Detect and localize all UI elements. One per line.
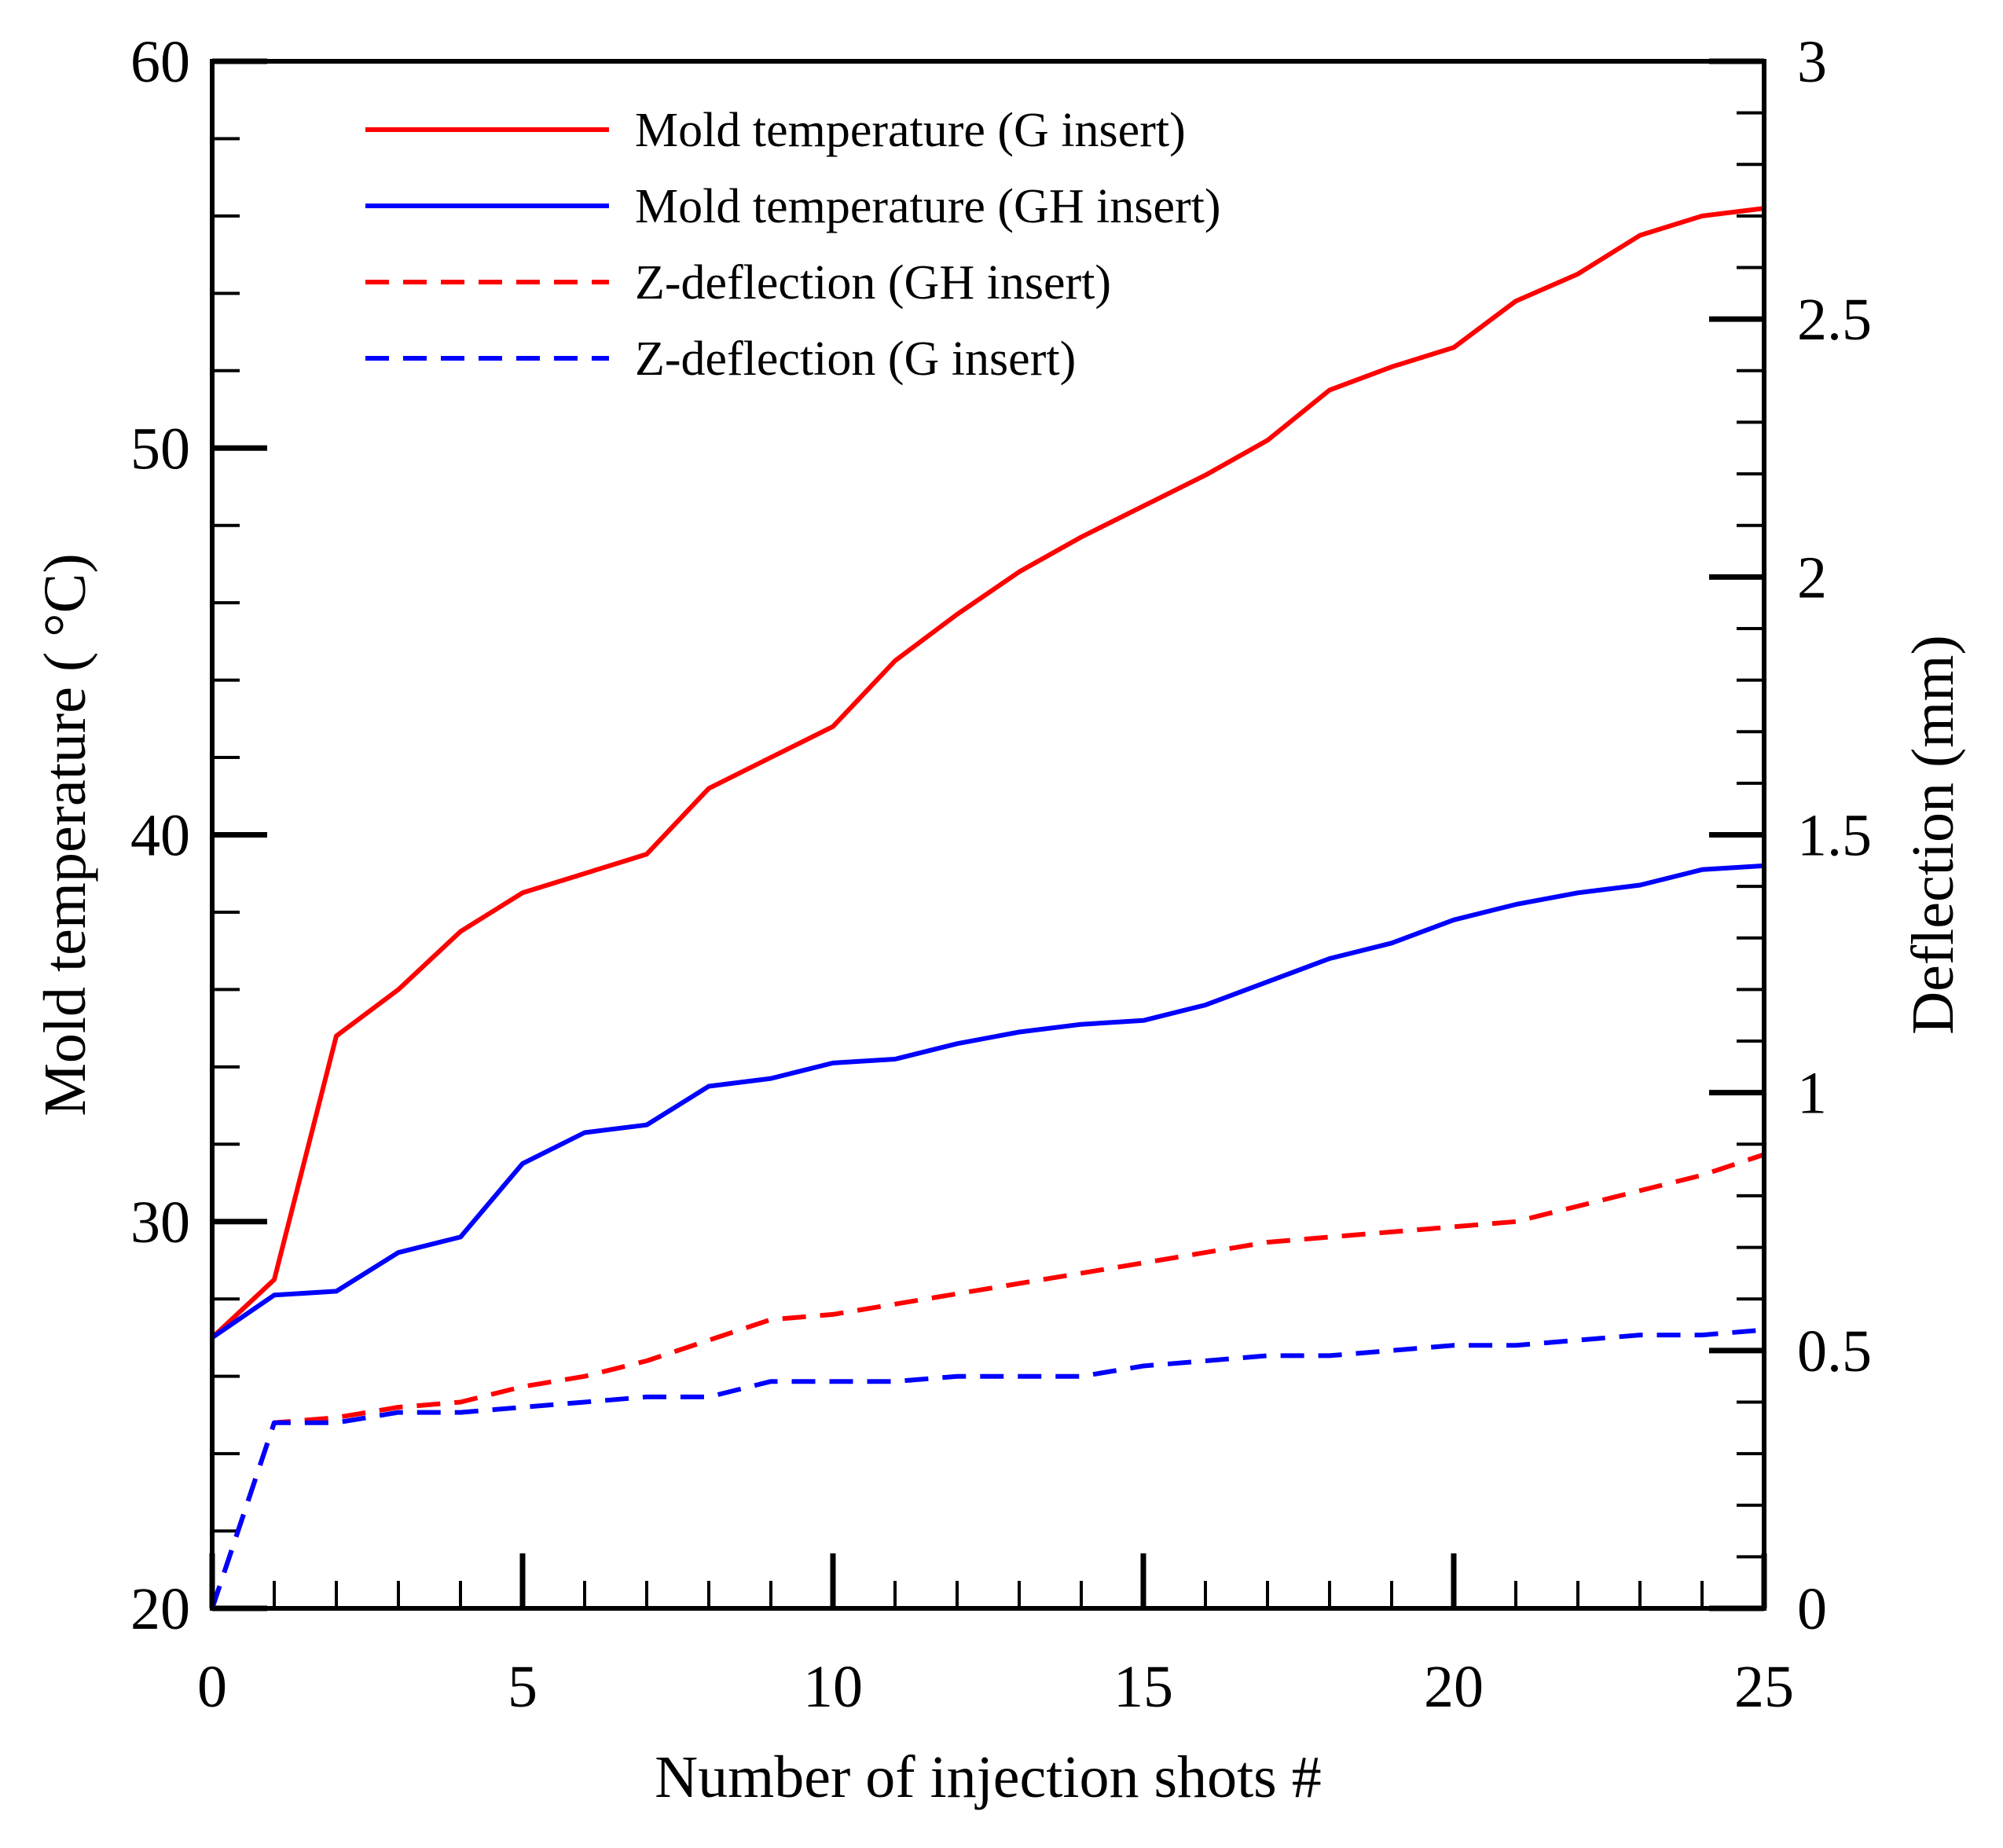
y-right-tick-label: 2.5 (1797, 287, 1872, 353)
y-right-tick-label: 0 (1797, 1576, 1827, 1642)
y-left-tick-label: 60 (130, 29, 190, 95)
y-right-tick-label: 2 (1797, 544, 1827, 610)
minor-ticks (212, 111, 1764, 1608)
y-axis-left-title: Mold temperature ( °C) (32, 553, 98, 1116)
legend: Mold temperature (G insert) Mold temperat… (365, 104, 1220, 386)
legend-label-4: Z-deflection (G insert) (635, 332, 1076, 386)
plot-frame (210, 59, 1766, 1611)
legend-label-1: Mold temperature (G insert) (635, 104, 1186, 157)
series-lines (210, 206, 1765, 1609)
y-right-tick-label: 0.5 (1797, 1318, 1872, 1384)
series-line-2 (211, 863, 1765, 1340)
series-line-3 (210, 1152, 1765, 1609)
y-right-tick-label: 1.5 (1797, 803, 1872, 869)
y-left-tick-label: 50 (130, 416, 190, 482)
y-right-tick-label: 1 (1797, 1061, 1827, 1127)
legend-label-2: Mold temperature (GH insert) (635, 180, 1220, 233)
y-right-tick-label: 3 (1797, 29, 1827, 95)
x-tick-label: 10 (803, 1654, 863, 1720)
y-left-tick-label: 40 (130, 803, 190, 869)
x-tick-label: 25 (1734, 1654, 1794, 1720)
series-line-4 (210, 1327, 1765, 1609)
legend-label-3: Z-deflection (GH insert) (635, 256, 1111, 310)
y-left-tick-label: 20 (130, 1576, 190, 1642)
y-axis-right-title: Deflection (mm) (1900, 635, 1966, 1035)
y-left-tick-label: 30 (130, 1190, 190, 1256)
series-line-1 (210, 206, 1765, 1340)
x-tick-label: 0 (197, 1654, 227, 1720)
tick-labels: 0 5 10 15 20 25 20 30 40 50 60 0 0.5 1 1.5 2 2.5 3 (130, 29, 1872, 1720)
x-tick-label: 5 (508, 1654, 537, 1720)
x-axis-title: Number of injection shots # (655, 1744, 1322, 1810)
x-tick-label: 15 (1113, 1654, 1173, 1720)
x-tick-label: 20 (1424, 1654, 1484, 1720)
